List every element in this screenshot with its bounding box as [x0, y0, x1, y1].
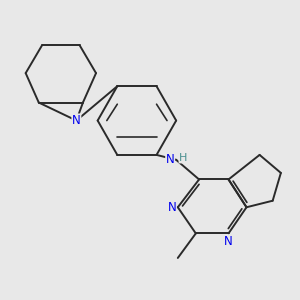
Text: N: N — [224, 235, 233, 248]
Text: N: N — [72, 114, 81, 127]
Text: N: N — [166, 153, 175, 166]
Text: H: H — [179, 153, 187, 163]
Text: N: N — [167, 201, 176, 214]
